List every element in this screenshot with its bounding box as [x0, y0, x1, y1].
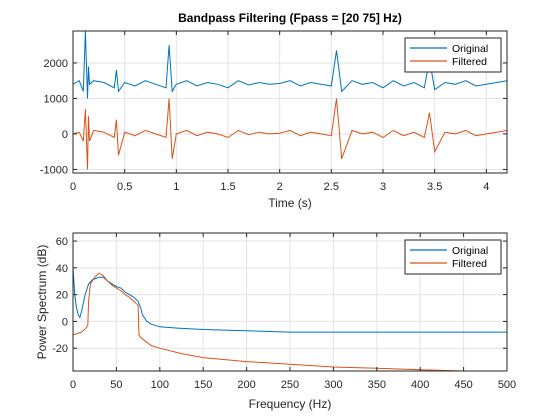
x-tick-label: 400 — [411, 379, 429, 391]
series-line-original — [73, 31, 507, 99]
y-tick-label: -20 — [52, 343, 68, 355]
legend-box — [404, 239, 502, 275]
series-line-original — [73, 267, 507, 333]
x-tick-label: 450 — [454, 379, 472, 391]
time-domain-plot: 0 0.5 1 1.5 2 2.5 3 3.5 4-1000010002000Bandpass … — [40, 11, 508, 210]
x-tick-label: 300 — [324, 379, 342, 391]
x-tick-label: 2.5 — [324, 181, 339, 193]
y-tick-label: 0 — [62, 129, 68, 141]
x-tick-label: 250 — [281, 379, 299, 391]
x-tick-label: 3 — [380, 181, 386, 193]
axes-frame — [72, 30, 508, 174]
y-tick-label: 40 — [56, 263, 68, 275]
x-tick-label: 500 — [498, 379, 516, 391]
x-tick-label: 1 — [173, 181, 179, 193]
series-line-filtered — [73, 272, 507, 371]
x-axis-label: Time (s) — [268, 196, 312, 210]
y-tick-label: -1000 — [40, 164, 68, 176]
x-tick-label: 50 — [110, 379, 122, 391]
legend-label: Filtered — [452, 258, 487, 270]
y-tick-label: 1000 — [44, 93, 68, 105]
series-line-filtered — [73, 98, 507, 170]
legend-label: Original — [452, 43, 488, 55]
chart-title: Bandpass Filtering (Fpass = [20 75] Hz) — [178, 11, 402, 25]
x-tick-label: 1.5 — [220, 181, 235, 193]
x-axis-label: Frequency (Hz) — [249, 397, 332, 411]
legend-label: Original — [452, 245, 488, 257]
x-tick-label: 150 — [194, 379, 212, 391]
x-tick-label: 100 — [151, 379, 169, 391]
x-tick-label: 0 — [70, 181, 76, 193]
legend-label: Filtered — [452, 56, 487, 68]
x-tick-label: 200 — [237, 379, 255, 391]
y-tick-label: 2000 — [44, 58, 68, 70]
x-tick-label: 0 — [70, 379, 76, 391]
x-tick-label: 2 — [277, 181, 283, 193]
y-axis-label: Power Spectrum (dB) — [35, 245, 49, 360]
x-tick-label: 350 — [368, 379, 386, 391]
spectrum-plot: 0 50 100 150 200 250 300 350 400 450 500 -20 0 20 40 60… — [35, 232, 516, 411]
x-tick-label: 4 — [483, 181, 489, 193]
x-tick-label: 0.5 — [117, 181, 132, 193]
y-tick-label: 60 — [56, 236, 68, 248]
y-tick-label: 0 — [62, 316, 68, 328]
legend-box — [404, 37, 502, 73]
x-tick-label: 3.5 — [427, 181, 442, 193]
y-tick-label: 20 — [56, 290, 68, 302]
